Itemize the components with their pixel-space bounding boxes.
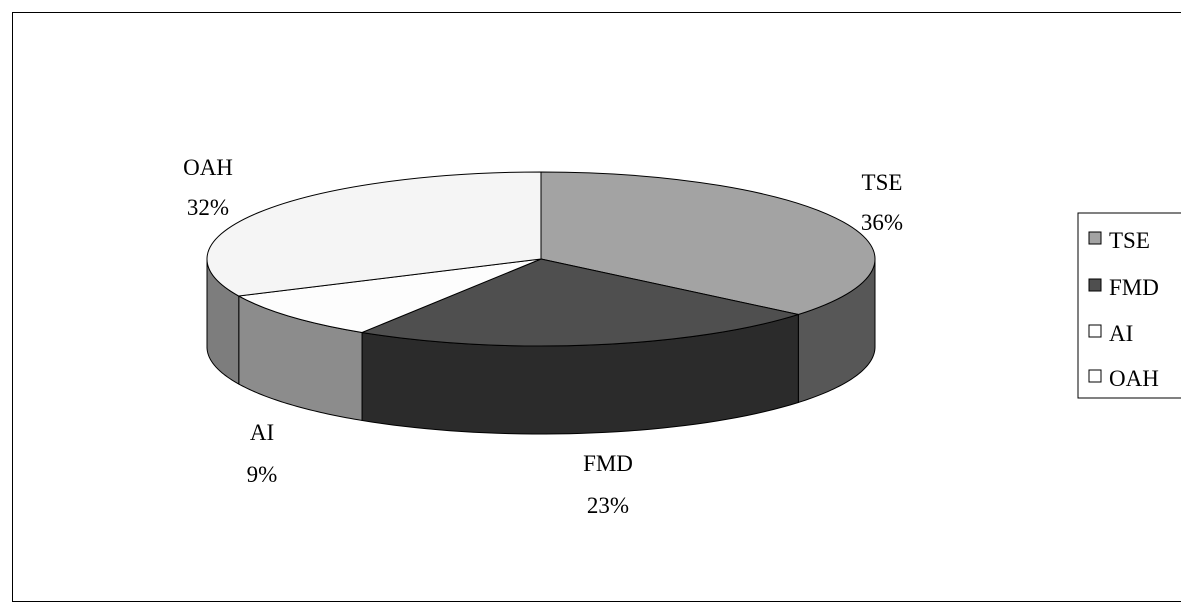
legend-label-ai: AI xyxy=(1109,321,1133,346)
legend-swatch-oah xyxy=(1088,369,1102,383)
slice-value-tse: 36% xyxy=(861,210,903,235)
pie-slice-ai xyxy=(237,258,542,333)
slice-value-ai: 9% xyxy=(247,462,278,487)
legend-label-fmd: FMD xyxy=(1109,275,1159,300)
pie-tops xyxy=(206,171,876,347)
legend-swatch-ai xyxy=(1088,324,1102,338)
legend-swatch-fmd xyxy=(1088,278,1102,292)
slice-label-tse: TSE xyxy=(862,170,903,195)
slice-label-oah: OAH xyxy=(183,155,233,180)
legend-label-tse: TSE xyxy=(1109,228,1150,253)
legend: TSE FMD AI OAH xyxy=(1077,212,1181,399)
pie-slice-tse xyxy=(540,171,876,315)
pie-slice-oah xyxy=(206,171,542,297)
slice-label-fmd: FMD xyxy=(583,451,633,476)
pie-chart: TSE 36% FMD 23% AI 9% OAH 32% TSE FMD AI… xyxy=(183,155,1181,518)
legend-label-oah: OAH xyxy=(1109,366,1159,391)
pie-slice-fmd xyxy=(360,258,801,347)
slice-value-oah: 32% xyxy=(187,195,229,220)
slice-value-fmd: 23% xyxy=(587,493,629,518)
legend-swatch-tse xyxy=(1088,231,1102,245)
slice-label-ai: AI xyxy=(250,420,274,445)
